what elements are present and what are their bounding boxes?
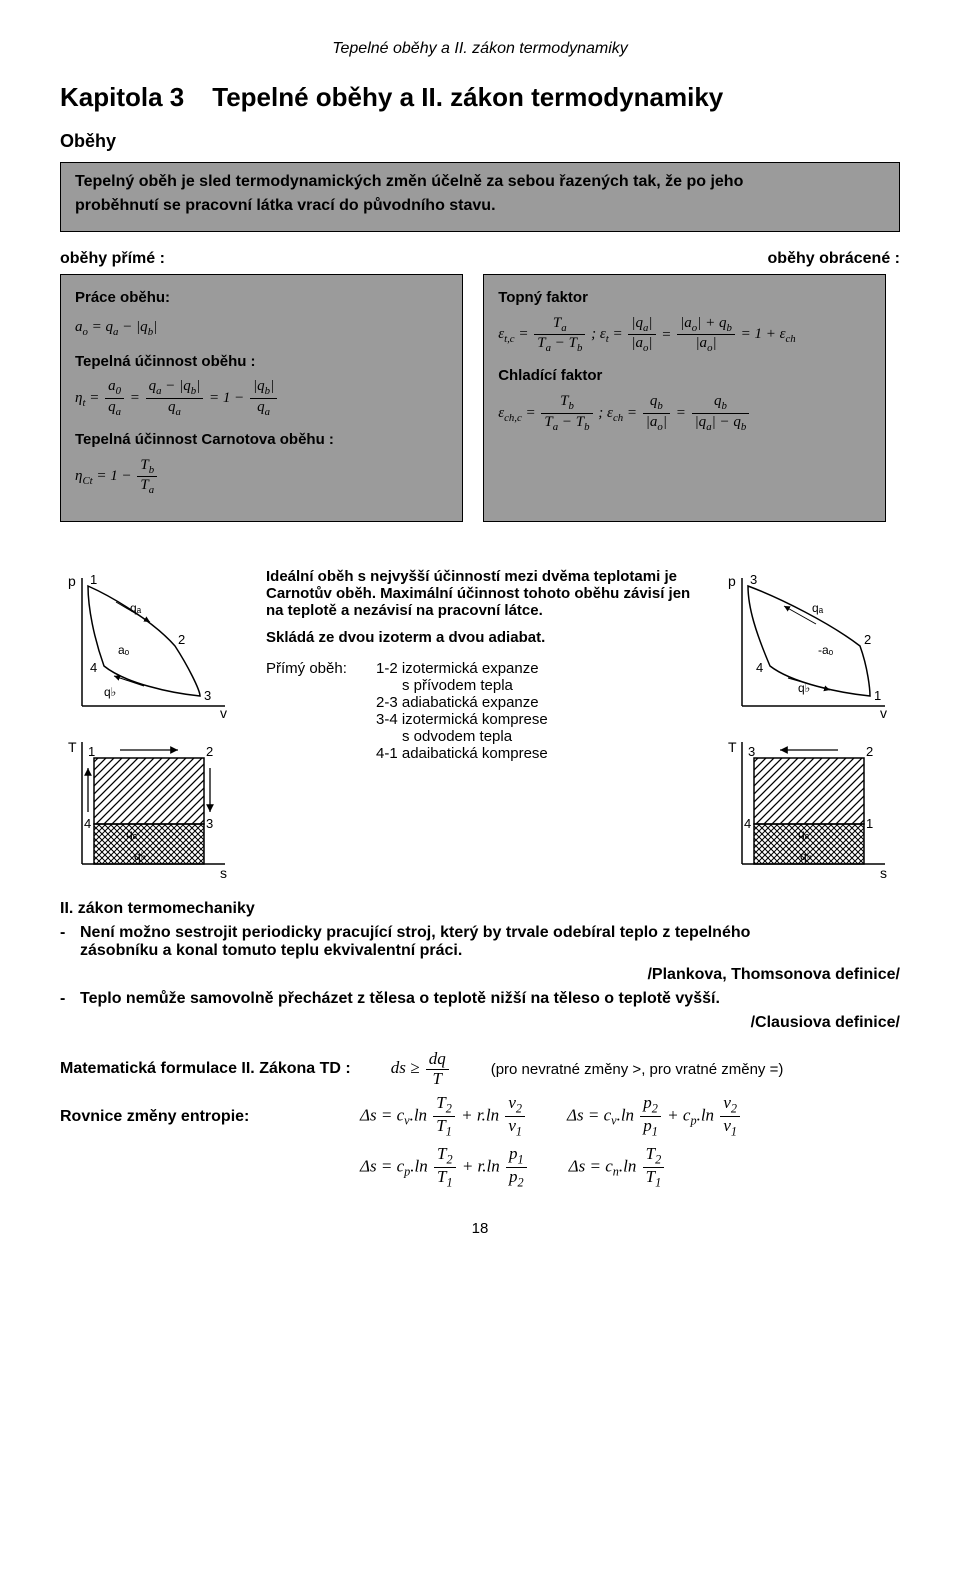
page-number: 18 (60, 1220, 900, 1237)
svg-text:s: s (220, 865, 227, 881)
sub-heading: Oběhy (60, 131, 900, 152)
svg-text:q♭: q♭ (134, 849, 146, 863)
svg-text:1: 1 (90, 572, 97, 587)
math-eq-1: ds ≥ dqT (391, 1050, 451, 1088)
svg-text:1: 1 (866, 816, 873, 831)
chapter-title: Tepelné oběhy a II. zákon termodynamiky (212, 82, 723, 113)
svg-text:-aₒ: -aₒ (818, 643, 834, 657)
left-t3: Tepelná účinnost Carnotova oběhu : (75, 431, 334, 448)
left-eq1: ao = qa − |qb| (75, 315, 448, 341)
law-section: II. zákon termomechaniky - Není možno se… (60, 900, 900, 1032)
left-diag-col: p v 1 2 3 4 qₐ aₒ q♭ (60, 568, 240, 882)
left-t1: Práce oběhu: (75, 289, 170, 306)
svg-text:T: T (68, 739, 77, 755)
right-col-title: oběhy obrácené : (480, 250, 900, 268)
middle-p1: Ideální oběh s nejvyšší účinností mezi d… (266, 568, 694, 619)
page: Tepelné oběhy a II. zákon termodynamiky … (0, 0, 960, 1277)
ts-direct-diagram: T s 1 2 3 4 qₐ q♭ (60, 732, 240, 882)
svg-text:q♭: q♭ (104, 685, 116, 699)
law-credit-2: /Clausiova definice/ (60, 1014, 900, 1032)
diagrams-row-1: p v 1 2 3 4 qₐ aₒ q♭ (60, 568, 900, 882)
svg-text:T: T (728, 739, 737, 755)
svg-text:qₐ: qₐ (130, 601, 142, 615)
svg-text:4: 4 (756, 660, 763, 675)
left-t2: Tepelná účinnost oběhu : (75, 353, 256, 370)
left-eq3: ηCt = 1 − TbTa (75, 457, 448, 498)
left-formula-col: Práce oběhu: ao = qa − |qb| Tepelná účin… (60, 274, 463, 540)
ts-reverse-diagram: T s 3 2 1 4 qₐ q♭ (720, 732, 900, 882)
law-credit-1: /Plankova, Thomsonova definice/ (60, 966, 900, 984)
law-title: II. zákon termomechaniky (60, 900, 900, 918)
column-titles-row: oběhy přímé : oběhy obrácené : (60, 250, 900, 268)
primy-label: Přímý oběh: (266, 660, 376, 762)
svg-text:qₐ: qₐ (126, 827, 138, 841)
svg-text:3: 3 (750, 572, 757, 587)
running-head: Tepelné oběhy a II. zákon termodynamiky (60, 40, 900, 58)
math-eq-a: Δs = cv.ln T2T1 + r.ln v2v1 (360, 1094, 527, 1139)
primy-lines: 1-2 izotermická expanze s přívodem tepla… (376, 660, 694, 762)
middle-text-col: Ideální oběh s nejvyšší účinností mezi d… (258, 568, 702, 762)
math-eq-d: Δs = cn.ln T2T1 (569, 1145, 667, 1190)
svg-text:qₐ: qₐ (812, 601, 824, 615)
svg-text:1: 1 (88, 744, 95, 759)
math-eq-b: Δs = cv.ln p2p1 + cp.ln v2v1 (567, 1094, 742, 1139)
right-diag-col: p v 3 2 1 4 qₐ -aₒ q♭ (720, 568, 900, 882)
svg-text:v: v (880, 705, 887, 718)
math-label-2: Rovnice změny entropie: (60, 1108, 320, 1126)
svg-text:s: s (880, 865, 887, 881)
chapter-heading: Kapitola 3 Tepelné oběhy a II. zákon ter… (60, 82, 900, 113)
math-label-1: Matematická formulace II. Zákona TD : (60, 1060, 351, 1078)
svg-text:v: v (220, 705, 227, 718)
intro-line-2: proběhnutí se pracovní látka vrací do pů… (75, 197, 885, 215)
svg-text:2: 2 (178, 632, 185, 647)
svg-text:p: p (68, 573, 76, 589)
svg-text:3: 3 (204, 688, 211, 703)
left-eq2: ηt = a0qa = qa − |qb|qa = 1 − |qb|qa (75, 378, 448, 419)
middle-p2: Skládá ze dvou izoterm a dvou adiabat. (266, 629, 694, 646)
chapter-number: Kapitola 3 (60, 82, 184, 113)
left-col-title: oběhy přímé : (60, 250, 480, 268)
svg-text:2: 2 (866, 744, 873, 759)
pv-reverse-diagram: p v 3 2 1 4 qₐ -aₒ q♭ (720, 568, 900, 718)
svg-text:4: 4 (744, 816, 751, 831)
left-formula-box: Práce oběhu: ao = qa − |qb| Tepelná účin… (60, 274, 463, 522)
right-formula-box: Topný faktor εt,c = TaTa − Tb ; εt = |qa… (483, 274, 886, 522)
svg-text:p: p (728, 573, 736, 589)
svg-text:q♭: q♭ (800, 849, 812, 863)
formula-boxes-row: Práce oběhu: ao = qa − |qb| Tepelná účin… (60, 274, 900, 540)
right-eq1: εt,c = TaTa − Tb ; εt = |qa||ao| = |ao| … (498, 315, 871, 356)
primy-table: Přímý oběh: 1-2 izotermická expanze s př… (266, 660, 694, 762)
law-item-1: - Není možno sestrojit periodicky pracuj… (60, 924, 900, 960)
svg-text:2: 2 (864, 632, 871, 647)
intro-box: Tepelný oběh je sled termodynamických zm… (60, 162, 900, 232)
law-item-2: - Teplo nemůže samovolně přecházet z těl… (60, 990, 900, 1008)
svg-text:4: 4 (90, 660, 97, 675)
svg-text:3: 3 (206, 816, 213, 831)
math-block: Matematická formulace II. Zákona TD : ds… (60, 1050, 900, 1190)
pv-direct-diagram: p v 1 2 3 4 qₐ aₒ q♭ (60, 568, 240, 718)
intro-line-1: Tepelný oběh je sled termodynamických zm… (75, 173, 885, 191)
right-t1: Topný faktor (498, 289, 588, 306)
svg-text:3: 3 (748, 744, 755, 759)
right-t2: Chladící faktor (498, 367, 602, 384)
svg-text:2: 2 (206, 744, 213, 759)
right-formula-col: Topný faktor εt,c = TaTa − Tb ; εt = |qa… (483, 274, 886, 540)
right-eq2: εch,c = TbTa − Tb ; εch = qb|ao| = qb|qa… (498, 393, 871, 434)
math-note-1: (pro nevratné změny >, pro vratné změny … (491, 1061, 784, 1078)
svg-text:aₒ: aₒ (118, 643, 130, 657)
svg-text:qₐ: qₐ (798, 827, 810, 841)
svg-text:4: 4 (84, 816, 91, 831)
math-eq-c: Δs = cp.ln T2T1 + r.ln p1p2 (360, 1145, 529, 1190)
svg-text:1: 1 (874, 688, 881, 703)
